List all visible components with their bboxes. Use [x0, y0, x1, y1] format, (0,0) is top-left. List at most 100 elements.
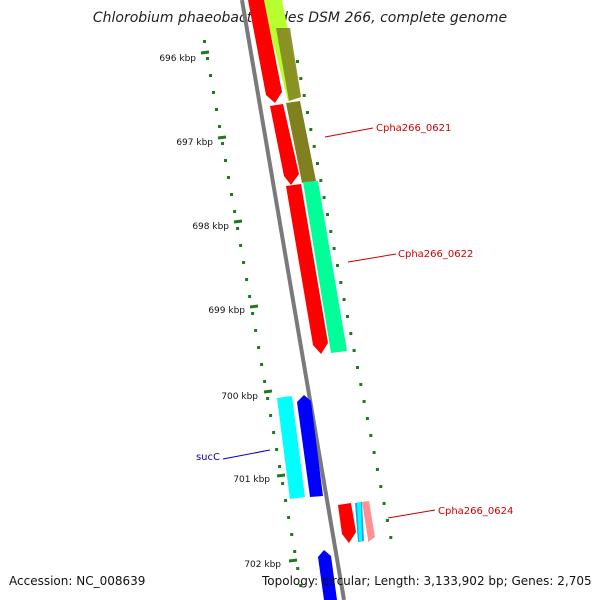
outer-scale-dot [375, 468, 379, 471]
outer-scale-dot [362, 400, 366, 403]
inner-scale-dot [296, 567, 300, 570]
gene-small-pink[interactable] [362, 501, 375, 542]
scale-dots [203, 40, 393, 587]
gene-inner-red-d[interactable] [338, 503, 356, 543]
kbp-label-699: 699 kbp [208, 306, 245, 316]
gene-inner-red-c[interactable] [286, 184, 328, 354]
kbp-tick-698: 698 kbp [192, 219, 243, 232]
leader-line-0622 [347, 253, 397, 263]
gene-label-cpha266-0624[interactable]: Cpha266_0624 [438, 506, 513, 517]
leader-line-0621 [324, 127, 374, 138]
inner-scale-dot [221, 142, 224, 145]
outer-scale-dot [365, 417, 369, 420]
inner-scale-dot [203, 40, 206, 43]
inner-scale-dot [245, 278, 249, 281]
outer-scale-dot [372, 451, 376, 454]
map-title: Chlorobium phaeobacteroides DSM 266, com… [93, 10, 507, 26]
inner-scale-dot [218, 125, 221, 128]
inner-scale-dot [257, 346, 261, 349]
kbp-label-697: 697 kbp [176, 138, 213, 148]
kbp-label-700: 700 kbp [221, 392, 258, 402]
kbp-tick-702: 702 kbp [244, 558, 298, 570]
inner-scale-dot [254, 329, 258, 332]
outer-scale-dot [302, 94, 306, 97]
inner-scale-dot [209, 74, 212, 77]
outer-scale-dot [306, 111, 309, 114]
outer-scale-dot [332, 247, 336, 250]
kbp-tick-696: 696 kbp [159, 50, 210, 64]
kbp-tick-699: 699 kbp [208, 304, 259, 316]
inner-scale-dot [212, 91, 215, 94]
inner-scale-dot [206, 57, 209, 60]
outer-scale-dot [319, 179, 323, 182]
outer-scale-dot [349, 332, 353, 335]
gene-label-succ[interactable]: sucC [196, 452, 220, 463]
outer-scale-dot [356, 366, 359, 369]
kbp-label-702: 702 kbp [244, 560, 281, 570]
inner-scale-dot [248, 295, 252, 298]
gene-outer-olive-b[interactable] [286, 101, 316, 183]
gene-outer-cyan-sucC[interactable] [277, 396, 305, 499]
outer-scale-dot [299, 77, 303, 80]
inner-scale-dot [263, 380, 267, 383]
gene-inner-blue-b[interactable] [318, 550, 337, 600]
inner-scale-dot [260, 363, 264, 366]
outer-scale-dot [326, 213, 329, 216]
outer-scale-dot [296, 60, 299, 63]
inner-scale-dot [269, 414, 273, 417]
gene-outer-springgreen[interactable] [303, 181, 347, 353]
kbp-label-696: 696 kbp [159, 54, 196, 64]
inner-scale-dot [224, 159, 227, 162]
inner-scale-dot [230, 193, 233, 196]
outer-scale-dot [309, 128, 313, 131]
inner-scale-dot [251, 312, 255, 315]
accession-text: Accession: NC_008639 [9, 574, 146, 588]
inner-scale-dot [227, 176, 230, 179]
leader-line-sucC [222, 449, 271, 460]
outer-scale-dot [385, 519, 389, 522]
kbp-label-698: 698 kbp [192, 222, 229, 232]
inner-scale-dot [239, 244, 243, 247]
outer-scale-dot [352, 349, 356, 352]
inner-scale-dot [236, 227, 240, 230]
inner-scale-dot [287, 516, 291, 519]
inner-scale-dot [275, 448, 279, 451]
kbp-label-701: 701 kbp [233, 475, 270, 485]
inner-scale-dot [290, 533, 294, 536]
outer-scale-dot [369, 434, 373, 437]
kbp-tick-697: 697 kbp [176, 135, 227, 148]
gene-small-cyan[interactable] [357, 502, 362, 541]
inner-scale-dot [299, 584, 303, 587]
outer-scale-dot [312, 145, 316, 148]
gene-label-cpha266-0621[interactable]: Cpha266_0621 [376, 123, 451, 134]
inner-scale-dot [233, 210, 237, 213]
gene-inner-red-b[interactable] [270, 104, 299, 185]
gene-label-cpha266-0622[interactable]: Cpha266_0622 [398, 249, 473, 260]
outer-scale-dot [322, 196, 326, 199]
gene-inner-blue-a[interactable] [297, 395, 323, 497]
inner-scale-dot [266, 397, 270, 400]
inner-scale-dot [272, 431, 276, 434]
outer-scale-dot [382, 502, 386, 505]
genome-stats-text: Topology: circular; Length: 3,133,902 bp… [262, 574, 592, 588]
outer-scale-dot [359, 383, 363, 386]
outer-scale-dot [379, 485, 383, 488]
inner-scale-dot [284, 499, 288, 502]
gene-inner-red-a[interactable] [248, 0, 282, 103]
inner-scale-dot [281, 482, 285, 485]
outer-scale-dot [336, 264, 339, 267]
outer-scale-dot [316, 162, 319, 165]
outer-scale-dot [329, 230, 333, 233]
inner-scale-dot [242, 261, 246, 264]
outer-scale-dot [339, 281, 343, 284]
inner-scale-dot [215, 108, 218, 111]
kbp-tick-701: 701 kbp [233, 473, 286, 485]
kbp-tick-700: 700 kbp [221, 389, 273, 402]
outer-scale-dot [342, 298, 346, 301]
inner-scale-dot [293, 550, 297, 553]
leader-line-0624 [387, 509, 436, 519]
inner-scale-dot [278, 465, 282, 468]
gene-outer-olive-a[interactable] [276, 28, 301, 101]
outer-scale-dot [346, 315, 349, 318]
